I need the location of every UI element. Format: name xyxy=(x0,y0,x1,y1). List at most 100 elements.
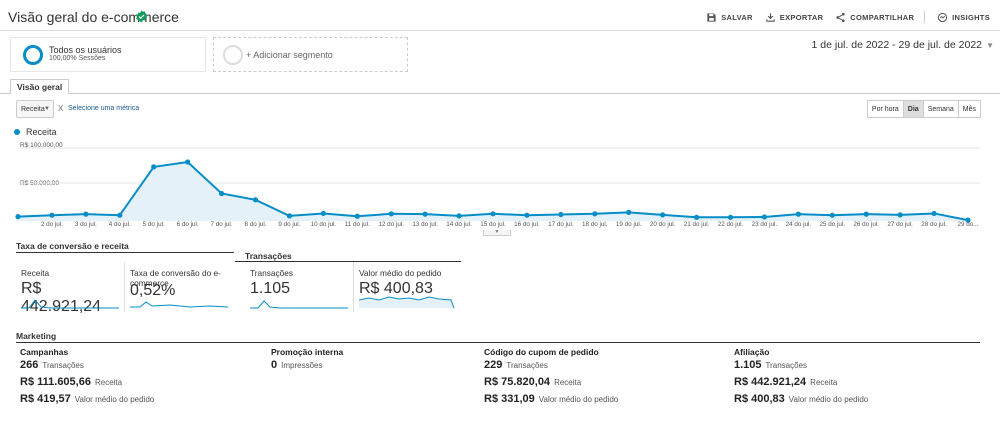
export-button[interactable]: EXPORTAR xyxy=(765,12,824,23)
add-segment-label: + Adicionar segmento xyxy=(246,50,333,60)
card-label: Receita xyxy=(21,268,50,278)
insights-button[interactable]: INSIGHTS xyxy=(937,12,990,23)
select-metric-link[interactable]: Selecione uma métrica xyxy=(68,105,140,112)
data-point[interactable] xyxy=(965,217,971,223)
y-tick-label: R$ 100.000,00 xyxy=(20,142,63,149)
data-point[interactable] xyxy=(15,214,21,220)
x-tick-label: 5 do jul. xyxy=(142,221,165,228)
legend-label: Receita xyxy=(26,127,57,137)
data-point[interactable] xyxy=(185,159,191,165)
segment-color-icon xyxy=(23,45,43,65)
data-point[interactable] xyxy=(354,213,360,219)
data-point[interactable] xyxy=(83,211,89,217)
period-week-button[interactable]: Semana xyxy=(923,101,959,117)
x-tick-label: 6 do jul. xyxy=(176,221,199,228)
data-point[interactable] xyxy=(117,212,123,218)
remove-metric-button[interactable]: X xyxy=(58,104,64,113)
conversion-rate-card[interactable]: Taxa de conversão do e-commerce 0,52% xyxy=(130,262,230,312)
metric-label: Receita xyxy=(810,378,838,387)
card-value: R$ 442.921,24 xyxy=(21,280,102,315)
chevron-down-icon[interactable]: ▼ xyxy=(986,41,994,50)
metric-label: Receita xyxy=(94,378,123,387)
x-tick-label: 17 do jul. xyxy=(548,221,574,228)
line-chart-svg xyxy=(15,147,980,223)
save-icon xyxy=(707,12,716,22)
revenue-chart: R$ 100.000,00 R$ 50.000,00 xyxy=(0,138,1000,236)
data-point[interactable] xyxy=(252,197,259,203)
card-value: 0,52% xyxy=(130,282,176,299)
data-point[interactable] xyxy=(897,212,903,218)
toolbar-divider xyxy=(924,11,926,23)
data-point[interactable] xyxy=(660,212,666,218)
data-point[interactable] xyxy=(693,214,700,220)
data-point[interactable] xyxy=(795,211,801,217)
data-point[interactable] xyxy=(49,212,55,218)
marketing-metric[interactable]: 266 Transações xyxy=(20,359,260,372)
x-tick-label: 7 do jul. xyxy=(210,221,233,228)
chart-resize-handle[interactable]: ▼ xyxy=(483,230,511,236)
metric-select[interactable]: Receita ▼ xyxy=(16,100,54,118)
x-tick-label: 12 do jul. xyxy=(378,221,404,228)
data-point[interactable] xyxy=(761,214,768,220)
marketing-metric[interactable]: 0 Impressões xyxy=(271,359,511,372)
marketing-metric[interactable]: R$ 111.605,66 Receita xyxy=(20,376,260,389)
marketing-metric[interactable]: R$ 442.921,24 Receita xyxy=(734,376,974,389)
chevron-down-icon: ▼ xyxy=(44,106,50,112)
metric-value: R$ 111.605,66 xyxy=(20,376,91,388)
data-point[interactable] xyxy=(151,164,157,170)
report-toolbar: SALVAR EXPORTAR COMPARTILHAR INSIGHTS xyxy=(694,8,990,26)
marketing-metric[interactable]: R$ 75.820,04 Receita xyxy=(484,376,724,389)
metric-value: 0 xyxy=(271,359,278,371)
segment-sessions: 100,00% Sessões xyxy=(49,55,106,62)
segment-name: Todos os usuários xyxy=(49,45,122,55)
x-tick-label: 20 do jul. xyxy=(649,221,676,228)
segment-all-users[interactable]: Todos os usuários 100,00% Sessões xyxy=(10,37,206,72)
data-point[interactable] xyxy=(524,212,530,218)
data-point[interactable] xyxy=(456,213,462,219)
date-range-picker[interactable]: 1 de jul. de 2022 - 29 de jul. de 2022 xyxy=(811,39,982,51)
period-day-button[interactable]: Dia xyxy=(903,101,924,117)
avg-order-value-card[interactable]: Valor médio do pedido R$ 400,83 xyxy=(359,262,459,312)
x-tick-label: 16 do jul. xyxy=(514,221,540,228)
x-tick-label: 15 do jul. xyxy=(480,221,506,228)
card-divider xyxy=(353,262,354,312)
data-point[interactable] xyxy=(558,211,564,218)
insights-icon xyxy=(938,12,948,22)
metric-value: R$ 400,83 xyxy=(734,393,785,405)
data-point[interactable] xyxy=(592,211,598,217)
metric-value: R$ 442.921,24 xyxy=(734,376,807,388)
marketing-column-title: Afiliação xyxy=(734,347,770,357)
period-month-button[interactable]: Mês xyxy=(958,101,980,117)
transactions-card[interactable]: Transações 1.105 xyxy=(250,262,350,312)
empty-segment-icon xyxy=(223,45,243,65)
marketing-metric[interactable]: 229 Transações xyxy=(484,359,724,372)
data-point[interactable] xyxy=(490,211,496,217)
share-button[interactable]: COMPARTILHAR xyxy=(835,12,914,23)
data-point[interactable] xyxy=(829,212,835,218)
tab-overview[interactable]: Visão geral xyxy=(10,79,70,95)
card-value: R$ 400,83 xyxy=(359,280,433,297)
data-point[interactable] xyxy=(931,210,937,217)
marketing-metric[interactable]: R$ 400,83 Valor médio do pedido xyxy=(734,393,974,406)
data-point[interactable] xyxy=(218,190,225,197)
add-segment-button[interactable]: + Adicionar segmento xyxy=(213,37,408,72)
data-point[interactable] xyxy=(320,210,326,217)
chart-legend: Receita xyxy=(14,127,57,137)
save-label: SALVAR xyxy=(721,12,753,22)
marketing-metric[interactable]: 1.105 Transações xyxy=(734,359,974,372)
data-point[interactable] xyxy=(626,209,632,215)
data-point[interactable] xyxy=(863,211,869,217)
revenue-card[interactable]: Receita R$ 442.921,24 xyxy=(21,262,121,315)
marketing-metric[interactable]: R$ 331,09 Valor médio do pedido xyxy=(484,393,724,406)
marketing-metric[interactable]: R$ 419,57 Valor médio do pedido xyxy=(20,393,260,406)
period-hour-button[interactable]: Por hora xyxy=(867,101,904,117)
data-point[interactable] xyxy=(388,211,394,217)
data-point[interactable] xyxy=(727,214,734,220)
x-tick-label: 21 do jul. xyxy=(683,221,710,228)
share-label: COMPARTILHAR xyxy=(850,12,915,22)
data-point[interactable] xyxy=(422,211,428,217)
marketing-affiliation: Afiliação 1.105 Transações R$ 442.921,24… xyxy=(734,347,974,406)
data-point[interactable] xyxy=(286,213,293,219)
card-value: 1.105 xyxy=(250,280,291,297)
save-button[interactable]: SALVAR xyxy=(706,12,753,23)
